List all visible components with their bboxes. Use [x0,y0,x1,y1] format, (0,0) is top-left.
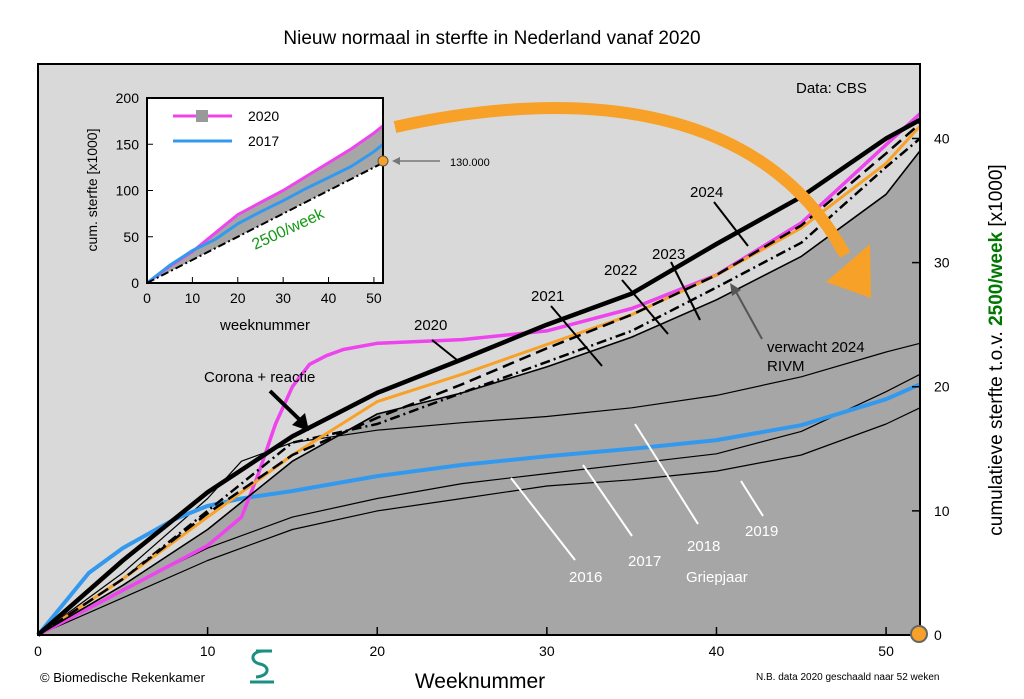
series-line-2021 [37,137,921,637]
pointer-2019 [740,480,764,517]
label-corona: Corona + reactie [204,369,315,386]
inset-x-tick-label: 50 [366,290,382,306]
series-line-2024 [36,117,922,637]
pointer-corona [268,389,304,424]
label-2016: 2016 [569,569,602,586]
label-2021: 2021 [531,288,564,305]
inset-chart: 0 10 20 30 40 50 0 50 100 150 200 weeknummer cum. … [84,90,490,334]
inset-y-tick-label: 200 [116,90,140,106]
pointer-2016 [510,477,576,561]
y-tick-label: 30 [934,255,950,271]
label-griepjaar: Griepjaar [686,569,748,586]
pointer-2017 [582,464,633,537]
label-2018: 2018 [687,538,720,555]
label-2023: 2023 [652,246,685,263]
annotation-texts: 2016 2017 2018 2019 Griepjaar 2020 2021 … [204,184,865,586]
series-line-2018 [37,342,921,636]
y-axis-label-suffix: [x1000] [986,164,1007,232]
legend-label-2020: 2020 [248,108,279,124]
baseline-fill-area [38,150,920,636]
inset-series-line-baseline [146,161,384,284]
inset-series-group [146,124,384,285]
series-line-2017 [36,382,921,637]
x-tick-label: 10 [200,643,216,659]
plot-frame [37,63,921,636]
highlight-arrow-head [826,244,871,298]
label-verwacht-2024: verwacht 2024 [767,339,865,356]
inset-x-tick-label: 0 [143,290,151,306]
legend-marker-2020 [196,110,208,122]
x-tick-label: 40 [709,643,725,659]
inset-series-line-2017 [146,143,384,285]
series-line-2016 [37,407,921,636]
x-axis-label: Weeknummer [415,670,545,693]
inset-x-tick-label: 10 [185,290,201,306]
x-tick-label: 20 [369,643,385,659]
annotation-pointers [268,201,764,561]
inset-y-axis-label: cum. sterfte [x1000] [84,129,100,252]
pointer-2021 [550,305,603,367]
inset-marker-label: 130.000 [450,157,490,169]
pointer-2020 [431,339,458,361]
series-line-2023 [37,150,921,636]
label-rivm: RIVM [767,358,805,375]
highlight-arrow [393,102,851,258]
chart-title: Nieuw normaal in sterfte in Nederland va… [283,28,700,49]
inset-axis-ticks: 0 10 20 30 40 50 0 50 100 150 200 [116,90,382,306]
inset-x-tick-label: 40 [321,290,337,306]
inset-y-tick-label: 0 [131,275,139,291]
y-tick-label: 10 [934,503,950,519]
source-label: Data: CBS [796,80,867,97]
logo-icon [250,649,274,684]
pointer-2023 [670,261,701,321]
label-2022: 2022 [604,262,637,279]
copyright-label: © Biomedische Rekenkamer [40,670,206,685]
y-axis-label-highlight: 2500/week [986,231,1007,325]
inset-x-axis-label: weeknummer [219,317,310,334]
axis-ticks: 0 10 20 30 40 50 0 10 20 30 40 [34,130,950,659]
x-tick-label: 0 [34,643,42,659]
y-axis-label-prefix: cumulatieve sterfte t.o.v. [986,326,1007,536]
y-tick-label: 40 [934,130,950,146]
pointer-rivm-head [730,283,741,296]
y-tick-label: 20 [934,379,950,395]
footnote-label: N.B. data 2020 geschaald naar 52 weken [756,672,939,683]
inset-marker-pointer-head [392,157,400,165]
inset-y-tick-label: 100 [116,183,140,199]
x-tick-label: 50 [878,643,894,659]
label-2020: 2020 [414,317,447,334]
label-2017: 2017 [628,553,661,570]
inset-x-tick-label: 30 [275,290,291,306]
inset-y-tick-label: 150 [116,136,140,152]
inset-x-tick-label: 20 [230,290,246,306]
y-tick-label: 0 [934,627,942,643]
inset-background [147,98,383,283]
label-2024: 2024 [690,184,723,201]
pointer-2024 [713,201,749,247]
origin-marker [910,625,928,643]
pointer-2022 [621,279,669,335]
inset-y-tick-label: 50 [123,229,139,245]
inset-end-marker [377,155,389,167]
pointer-corona-head [292,413,309,431]
pointer-rivm [734,289,763,340]
y-axis-label: cumulatieve sterfte t.o.v. 2500/week [x1… [986,164,1007,535]
legend-label-2017: 2017 [248,133,279,149]
label-2019: 2019 [745,523,778,540]
x-tick-label: 30 [539,643,555,659]
pointer-2018 [634,423,699,525]
